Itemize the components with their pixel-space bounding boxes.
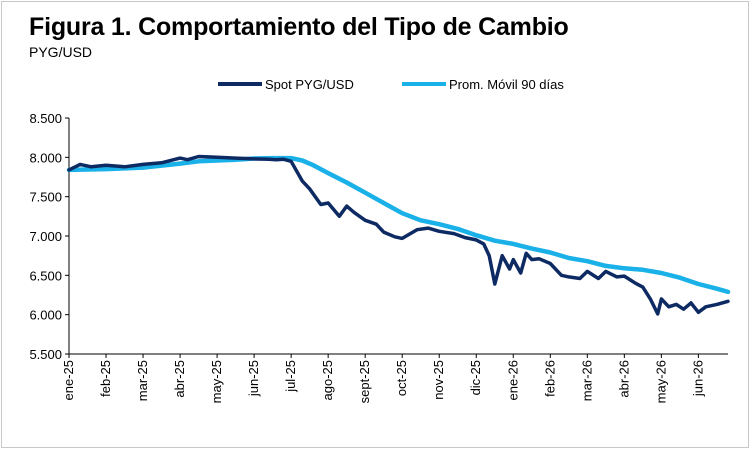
x-tick-label: sept-25 bbox=[357, 360, 372, 403]
chart-title: Figura 1. Comportamiento del Tipo de Cam… bbox=[29, 13, 569, 41]
moving-average-series-line bbox=[66, 155, 731, 295]
y-tick-label: 7.000 bbox=[29, 229, 62, 244]
series-lines bbox=[66, 154, 731, 316]
y-tick-label: 7.500 bbox=[29, 190, 62, 205]
y-axis-ticks: 5.500 6.000 6.500 7.000 7.500 8.000 8.500 bbox=[29, 111, 69, 362]
x-tick-label: may-25 bbox=[209, 360, 224, 403]
x-tick-label: mar-26 bbox=[579, 360, 594, 401]
x-tick-label: oct-25 bbox=[394, 360, 409, 396]
x-tick-label: jun-26 bbox=[690, 360, 705, 397]
x-tick-label: feb-25 bbox=[98, 360, 113, 397]
y-tick-label: 6.000 bbox=[29, 308, 62, 323]
x-tick-label: ago-25 bbox=[320, 360, 335, 400]
x-tick-label: jun-25 bbox=[246, 360, 261, 397]
x-tick-label: mar-25 bbox=[135, 360, 150, 401]
x-tick-label: abr-26 bbox=[616, 360, 631, 398]
x-tick-label: nov-25 bbox=[431, 360, 446, 400]
y-tick-label: 5.500 bbox=[29, 347, 62, 362]
x-tick-label: ene-26 bbox=[505, 360, 520, 400]
y-tick-label: 8.500 bbox=[29, 111, 62, 126]
x-axis-ticks: ene-25 feb-25 mar-25 abr-25 may-25 jun-25 jul-… bbox=[61, 354, 705, 403]
x-tick-label: may-26 bbox=[653, 360, 668, 403]
x-tick-label: ene-25 bbox=[61, 360, 76, 400]
x-tick-label: jul-25 bbox=[283, 360, 298, 393]
y-tick-label: 6.500 bbox=[29, 268, 62, 283]
x-tick-label: dic-25 bbox=[468, 360, 483, 395]
legend-label-moving-average: Prom. Móvil 90 días bbox=[449, 77, 564, 92]
spot-series-line bbox=[67, 154, 730, 316]
chart-subtitle: PYG/USD bbox=[29, 44, 93, 60]
y-tick-label: 8.000 bbox=[29, 150, 62, 165]
legend-label-spot: Spot PYG/USD bbox=[265, 77, 354, 92]
legend: Spot PYG/USD Prom. Móvil 90 días bbox=[218, 77, 564, 92]
x-tick-label: abr-25 bbox=[172, 360, 187, 398]
x-tick-label: feb-26 bbox=[542, 360, 557, 397]
